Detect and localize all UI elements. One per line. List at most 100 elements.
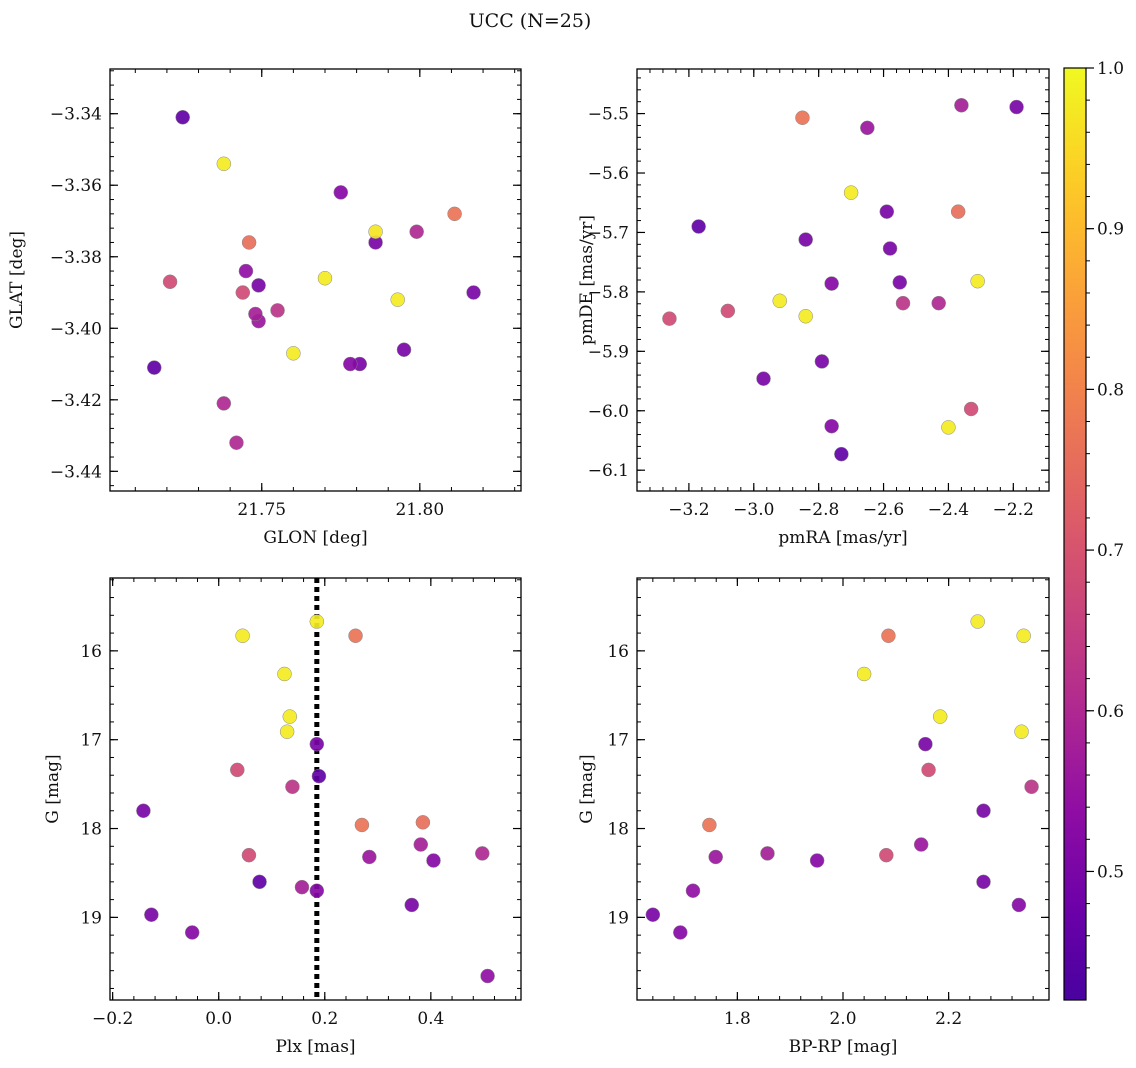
scatter-point [879, 847, 894, 863]
y-tick-label: −5.8 [588, 283, 629, 303]
scatter-point [976, 874, 991, 890]
scatter-point [390, 292, 405, 307]
x-tick-label: 21.80 [395, 500, 444, 520]
scatter-point [895, 295, 911, 311]
scatter-point [294, 879, 310, 895]
panels: 21.75 21.80 −3.34 −3.36 −3.38 −3.40 −3.42 −3.44… [7, 68, 1050, 1057]
scatter-point [882, 241, 898, 256]
y-axis-label: G [mag] [43, 754, 63, 823]
scatter-point [413, 837, 429, 852]
scatter-point [282, 709, 298, 724]
x-axis-label: GLON [deg] [263, 528, 367, 548]
x-axis-label: pmRA [mas/yr] [778, 528, 907, 548]
scatter-point [941, 420, 956, 435]
scatter-point [252, 874, 267, 890]
x-axis-label: BP-RP [mag] [789, 1037, 898, 1057]
scatter-point [662, 311, 677, 326]
scatter-point [136, 803, 151, 819]
scatter-point [954, 98, 969, 113]
scatter-point [824, 276, 839, 291]
bprp-g-panel: 1.8 2.0 2.2 16 17 18 19 BP-RP [mag] G [mag] [577, 577, 1050, 1057]
x-tick-label: −3.2 [668, 500, 709, 520]
y-tick-label: 17 [607, 731, 629, 751]
scatter-point [879, 204, 895, 219]
scatter-point [235, 628, 250, 643]
colorbar-tick-label: 0.5 [1097, 862, 1124, 882]
y-tick-label: 16 [607, 642, 629, 662]
y-tick-label: 17 [80, 731, 102, 751]
y-tick-label: −3.40 [50, 319, 102, 339]
scatter-point [317, 270, 333, 286]
scatter-point [772, 293, 787, 309]
scatter-point [466, 285, 481, 300]
scatter-point [1016, 628, 1031, 643]
y-tick-label: −5.7 [588, 223, 629, 243]
y-tick-label: −3.36 [50, 176, 102, 196]
scatter-point [216, 156, 232, 172]
colorbar-tick-label: 0.9 [1097, 220, 1124, 240]
colorbar-gradient [1063, 67, 1087, 1001]
scatter-point [708, 849, 723, 865]
scatter-point [1009, 99, 1024, 115]
scatter-point [230, 762, 245, 778]
colorbar: 0.5 0.6 0.7 0.8 0.9 1.0 [1063, 59, 1124, 1001]
scatter-point [843, 185, 859, 200]
y-axis-label: pmDE [mas/yr] [577, 215, 597, 345]
scatter-point [1011, 897, 1027, 913]
scatter-point [309, 883, 325, 898]
scatter-point [251, 278, 266, 293]
y-tick-label: −6.0 [588, 402, 629, 422]
scatter-point [691, 219, 706, 234]
scatter-point [348, 628, 363, 643]
scatter-point [216, 396, 232, 411]
scatter-point [343, 356, 358, 372]
scatter-point [720, 303, 736, 319]
scatter-point [963, 401, 979, 417]
y-tick-label: −5.9 [588, 342, 629, 362]
scatter-point [970, 614, 985, 629]
scatter-point [362, 849, 377, 865]
colorbar-tick-label: 1.0 [1097, 59, 1124, 79]
x-tick-label: 21.75 [237, 500, 286, 520]
scatter-point [921, 762, 936, 778]
scatter-point [881, 628, 896, 643]
scatter-point [409, 224, 424, 239]
scatter-point [229, 435, 244, 450]
scatter-point [1024, 779, 1039, 795]
y-tick-label: −5.5 [588, 105, 629, 125]
y-tick-label: 18 [607, 820, 629, 840]
x-tick-label: 0.2 [311, 1009, 338, 1029]
scatter-point [673, 925, 688, 940]
scatter-point [824, 418, 839, 434]
scatter-point [756, 371, 771, 386]
scatter-point [415, 815, 431, 830]
scatter-point [396, 342, 412, 357]
scatter-point [235, 285, 251, 300]
x-tick-label: −0.2 [92, 1009, 133, 1029]
scatter-point [702, 817, 717, 833]
scatter-point [685, 883, 701, 898]
y-tick-label: 19 [80, 908, 102, 928]
scatter-point [354, 817, 370, 833]
scatter-point [248, 306, 263, 322]
scatter-point [184, 925, 200, 940]
scatter-point [309, 614, 325, 629]
y-tick-label: 16 [80, 642, 102, 662]
y-tick-label: −3.42 [50, 391, 102, 411]
scatter-point [426, 853, 441, 868]
y-tick-label: 19 [607, 908, 629, 928]
scatter-point [270, 303, 285, 318]
y-axis-label: GLAT [deg] [7, 231, 27, 329]
x-tick-label: 2.0 [829, 1009, 856, 1029]
scatter-point [918, 736, 933, 752]
colorbar-tick-label: 0.8 [1097, 380, 1124, 400]
scatter-point [795, 110, 810, 125]
scatter-point [480, 968, 495, 984]
x-tick-label: −2.6 [863, 500, 904, 520]
y-axis-label: G [mag] [577, 754, 597, 823]
scatter-point [950, 204, 966, 219]
scatter-point [447, 206, 462, 222]
axes-frame [636, 68, 1050, 492]
x-tick-label: −2.4 [928, 500, 969, 520]
